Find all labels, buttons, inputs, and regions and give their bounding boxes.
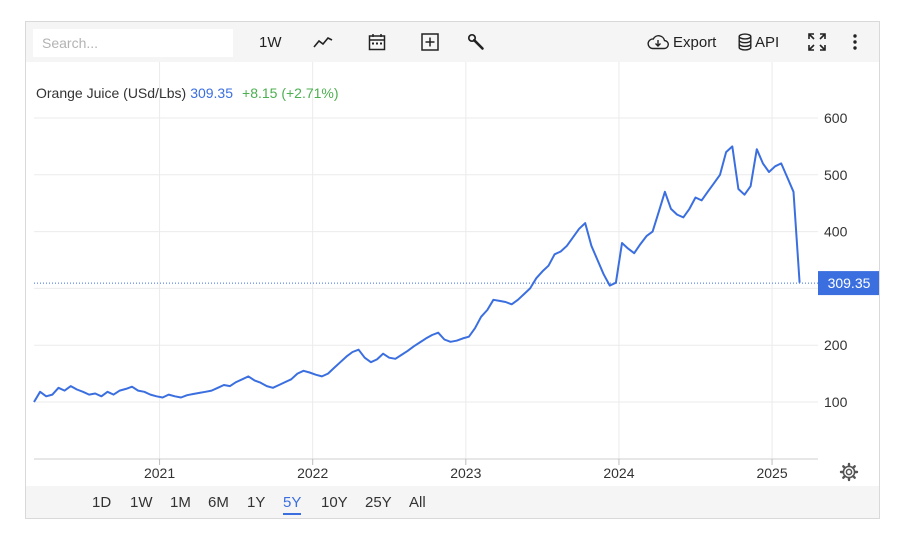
instrument-price: 309.35 xyxy=(190,85,234,101)
range-25y[interactable]: 25Y xyxy=(365,493,392,511)
chart-plot: 2021 2022 2023 2024 2025 100 200 400 500 600 309… xyxy=(33,62,879,482)
range-6m[interactable]: 6M xyxy=(208,493,229,511)
range-1m[interactable]: 1M xyxy=(170,493,191,511)
x-axis-ticks: 2021 2022 2023 2024 2025 xyxy=(144,459,788,481)
date-range-button[interactable] xyxy=(368,22,386,62)
chart-type-button[interactable] xyxy=(313,22,333,62)
api-label: API xyxy=(755,33,780,51)
fullscreen-icon xyxy=(808,33,826,51)
wrench-icon xyxy=(467,33,484,50)
add-box-icon xyxy=(421,33,439,51)
range-5y[interactable]: 5Y xyxy=(283,486,302,518)
range-10y[interactable]: 10Y xyxy=(321,493,348,511)
price-series-line xyxy=(33,145,801,403)
export-label: Export xyxy=(673,33,717,51)
search-input[interactable] xyxy=(33,29,233,57)
settings-gear-icon xyxy=(839,462,859,482)
instrument-name: Orange Juice (USd/Lbs) xyxy=(36,85,187,101)
export-button[interactable]: Export xyxy=(647,22,716,62)
range-1y[interactable]: 1Y xyxy=(247,493,266,511)
y-tick-label: 400 xyxy=(824,224,848,240)
calendar-icon xyxy=(368,34,386,51)
chart-legend: Orange Juice (USd/Lbs) 309.35 +8.15 (+2.71… xyxy=(36,85,339,101)
y-axis-ticks: 100 200 400 500 600 xyxy=(824,110,848,410)
api-button[interactable]: API xyxy=(738,22,779,62)
instrument-change: +8.15 (+2.71%) xyxy=(242,85,339,101)
line-chart-icon xyxy=(313,37,333,48)
y-tick-label: 600 xyxy=(824,110,848,126)
interval-label: 1W xyxy=(259,33,282,51)
compare-button[interactable] xyxy=(421,22,439,62)
toolbar: 1W Export API xyxy=(26,22,879,62)
interval-button[interactable]: 1W xyxy=(259,22,282,62)
x-tick-label: 2021 xyxy=(144,465,175,481)
range-1w[interactable]: 1W xyxy=(130,493,153,511)
x-tick-label: 2024 xyxy=(603,465,634,481)
last-price-label: 309.35 xyxy=(818,271,879,296)
range-selector: 1D 1W 1M 6M 1Y 5Y 10Y 25Y All xyxy=(26,486,879,518)
range-all[interactable]: All xyxy=(409,493,426,511)
last-price-value: 309.35 xyxy=(828,275,871,291)
y-tick-label: 500 xyxy=(824,167,848,183)
more-options-button[interactable] xyxy=(852,22,858,62)
range-1d[interactable]: 1D xyxy=(92,493,112,511)
y-tick-label: 100 xyxy=(824,394,848,410)
x-grid xyxy=(159,62,773,459)
database-icon xyxy=(738,33,752,51)
more-vertical-icon xyxy=(853,34,857,50)
fullscreen-button[interactable] xyxy=(808,22,826,62)
y-grid xyxy=(34,117,818,403)
chart-settings-button[interactable] xyxy=(839,462,859,482)
x-tick-label: 2022 xyxy=(297,465,328,481)
cloud-download-icon xyxy=(647,35,669,50)
indicators-button[interactable] xyxy=(467,22,485,62)
chart-widget: 1W Export API 2021 2022 2023 xyxy=(25,21,880,519)
y-tick-label: 200 xyxy=(824,337,848,353)
x-tick-label: 2025 xyxy=(756,465,787,481)
x-tick-label: 2023 xyxy=(450,465,481,481)
